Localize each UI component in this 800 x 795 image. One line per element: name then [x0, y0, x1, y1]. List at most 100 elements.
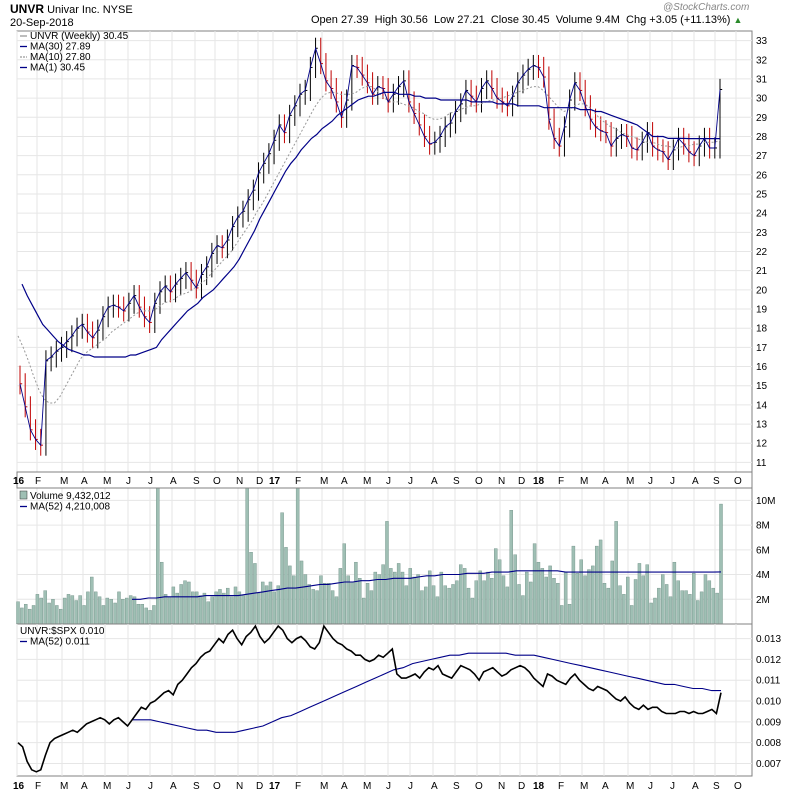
volume-bar: [338, 568, 343, 625]
legend-label: MA(1) 30.45: [30, 63, 85, 74]
ratio-tick-label: 0.008: [756, 738, 781, 749]
bottom-month-label: F: [35, 781, 41, 792]
top-month-label: N: [236, 476, 243, 487]
top-month-label: 16: [13, 476, 25, 487]
volume-bar: [657, 587, 661, 625]
price-tick-label: 27: [756, 151, 768, 162]
bottom-month-label: D: [256, 781, 263, 792]
open-value: Open 27.39: [311, 14, 369, 26]
bottom-month-label: A: [170, 781, 177, 792]
volume-bar: [703, 574, 708, 625]
change-value: Chg +3.05 (+11.13%): [626, 14, 731, 26]
legend-label: UNVR:$SPX 0.010: [20, 626, 105, 637]
volume-bar: [117, 591, 121, 625]
volume-bar: [575, 573, 580, 625]
volume-bar: [466, 587, 471, 625]
volume-bar: [505, 586, 510, 625]
legend-label: MA(52) 4,210,008: [30, 502, 110, 513]
volume-bar: [55, 605, 59, 625]
price-tick-label: 11: [756, 458, 767, 469]
ratio-line: [17, 624, 722, 773]
ratio-frame: [16, 623, 753, 777]
price-tick-label: 31: [756, 74, 768, 85]
volume-bar: [303, 574, 308, 625]
volume-bar: [136, 604, 141, 625]
bottom-month-label: M: [320, 781, 328, 792]
volume-bar: [74, 600, 78, 625]
volume-bar: [330, 590, 335, 625]
bottom-month-label: O: [475, 781, 483, 792]
bottom-month-label: A: [692, 781, 699, 792]
bottom-month-label: J: [408, 781, 413, 792]
price-tick-label: 26: [756, 170, 768, 181]
volume-bar: [435, 596, 440, 625]
volume-bar: [105, 597, 110, 625]
bottom-month-label: F: [558, 781, 564, 792]
volume-bar: [292, 575, 296, 625]
legend-label: MA(30) 27.89: [30, 42, 91, 53]
bottom-month-label: J: [126, 781, 131, 792]
bottom-month-label: 18: [533, 781, 545, 792]
top-month-label: S: [453, 476, 460, 487]
top-month-label: M: [580, 476, 588, 487]
volume-bar: [156, 482, 160, 625]
ratio-tick-label: 0.007: [756, 759, 781, 770]
volume-bar: [334, 596, 339, 625]
ma30-line: [21, 91, 720, 358]
legend-label: UNVR (Weekly) 30.45: [30, 31, 129, 42]
bottom-month-label: S: [713, 781, 720, 792]
top-month-label: A: [431, 476, 438, 487]
x-axes: 16 F M A M J J A S O N D 17 F M A M J J A S O N D 18 F M A M J J A S O 16 F…: [13, 471, 753, 792]
volume-bar: [272, 591, 277, 625]
bottom-month-label: M: [580, 781, 588, 792]
volume-bar: [257, 592, 261, 625]
top-month-label: J: [148, 476, 153, 487]
volume-bar: [707, 580, 712, 625]
volume-bar: [400, 571, 405, 625]
volume-bar: [393, 571, 397, 625]
ratio-tick-label: 0.011: [756, 676, 781, 687]
volume-tick-label: 4M: [756, 570, 770, 581]
volume-bar: [109, 599, 113, 625]
volume-bar: [470, 597, 475, 625]
volume-bar: [43, 590, 47, 625]
top-month-label: D: [518, 476, 525, 487]
bottom-month-label: M: [626, 781, 634, 792]
top-month-label: J: [648, 476, 653, 487]
volume-bar: [280, 512, 284, 625]
volume-bar: [16, 601, 20, 625]
chart-header-left: UNVR Univar Inc. NYSE: [10, 2, 133, 16]
low-value: Low 27.21: [433, 14, 485, 26]
volume-bar: [82, 605, 86, 625]
volume-bar: [385, 521, 389, 625]
legend-label: MA(52) 0.011: [30, 637, 90, 648]
volume-bar: [167, 596, 172, 625]
ratio-ma52-line: [132, 652, 721, 733]
volume-bar: [226, 587, 230, 625]
top-month-label: S: [193, 476, 200, 487]
volume-bar: [319, 575, 323, 625]
top-month-label: F: [558, 476, 564, 487]
volume-bar: [47, 602, 51, 625]
volume-bar: [163, 594, 168, 625]
top-month-label: M: [60, 476, 68, 487]
volume-bar: [684, 590, 688, 625]
price-tick-label: 21: [756, 266, 768, 277]
price-tick-label: 15: [756, 381, 768, 392]
volume-bar: [579, 559, 583, 625]
legend-label: Volume 9,432,012: [30, 491, 111, 502]
ma10-line: [17, 86, 721, 404]
volume-bar: [233, 586, 238, 625]
volume-bar: [152, 605, 156, 625]
ratio-tick-label: 0.009: [756, 717, 781, 728]
volume-bar: [113, 602, 117, 625]
top-month-label: A: [692, 476, 699, 487]
volume-bar: [486, 571, 490, 625]
volume-bar: [412, 576, 416, 625]
top-axis-band: [16, 471, 753, 489]
volume-bar: [420, 590, 424, 625]
volume-bar: [229, 596, 234, 625]
volume-bar: [202, 592, 207, 625]
volume-bar: [295, 487, 300, 625]
bottom-month-label: J: [386, 781, 391, 792]
